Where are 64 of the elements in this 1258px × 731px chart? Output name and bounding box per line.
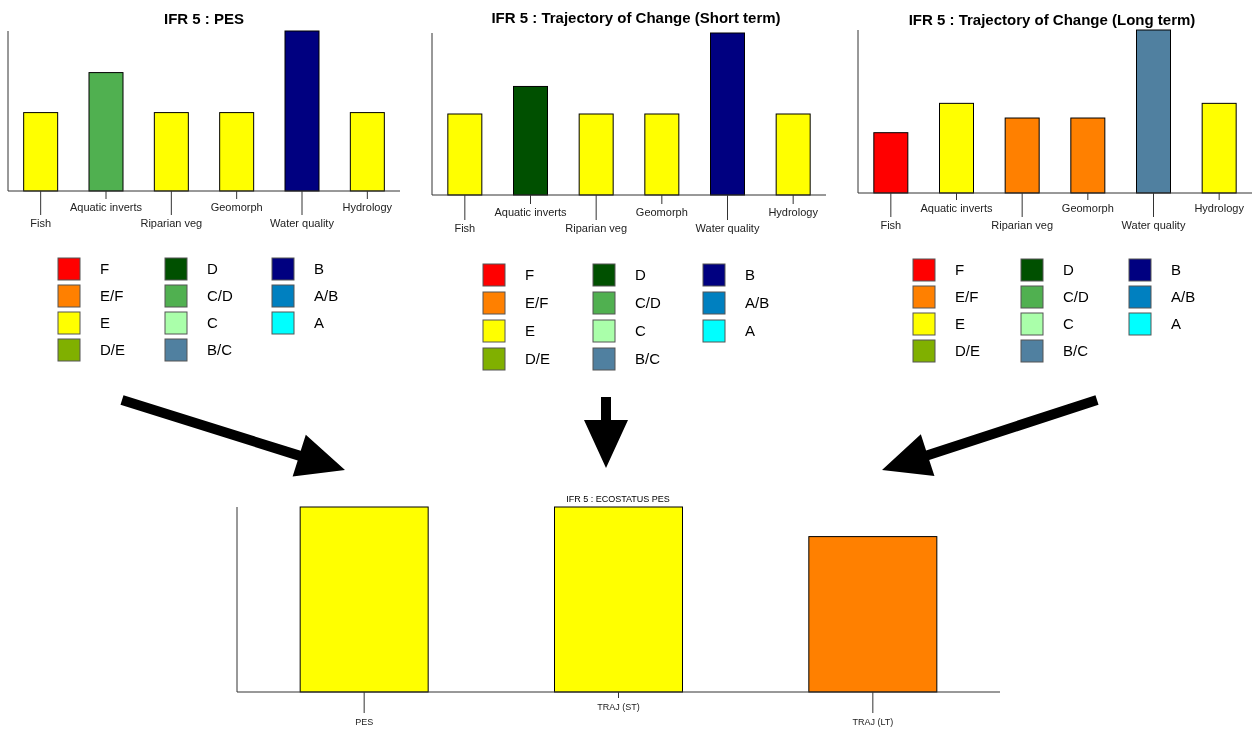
x-tick-label: Water quality — [695, 222, 760, 234]
legend-label: C/D — [635, 294, 661, 311]
x-tick-label: Fish — [454, 222, 476, 234]
x-tick-label: Water quality — [270, 217, 335, 229]
legend-label: A — [1171, 315, 1182, 332]
legend-label: D — [635, 266, 646, 283]
legend-label: D — [207, 260, 218, 277]
bar — [939, 102, 974, 194]
legend-label: B/C — [1063, 342, 1089, 359]
chart-title: IFR 5 : Trajectory of Change (Short term) — [491, 9, 781, 26]
legend-label: D — [1063, 261, 1074, 278]
legend-label: B/C — [207, 341, 233, 358]
x-tick-label: Riparian veg — [991, 219, 1054, 231]
legend-label: C/D — [1063, 288, 1089, 305]
x-tick-label: Fish — [30, 217, 52, 229]
x-tick-label: TRAJ (ST) — [597, 702, 640, 712]
legend-label: C — [1063, 315, 1074, 332]
legend-label: E — [525, 322, 536, 339]
legend-label: C — [635, 322, 646, 339]
legend-label: E — [100, 314, 111, 331]
chart-title: IFR 5 : Trajectory of Change (Long term) — [908, 11, 1196, 28]
x-tick-label: Fish — [880, 219, 902, 231]
x-tick-label: Geomorph — [210, 201, 263, 213]
bar — [1070, 117, 1106, 194]
x-tick-label: TRAJ (LT) — [852, 717, 894, 727]
x-tick-label: Hydrology — [768, 206, 819, 218]
legend-label: B — [1171, 261, 1182, 278]
x-tick-label: Riparian veg — [140, 217, 203, 229]
chart-title: IFR 5 : ECOSTATUS PES — [566, 494, 670, 504]
x-tick-label: Aquatic inverts — [69, 201, 143, 213]
x-tick-label: PES — [355, 717, 374, 727]
x-tick-label: Aquatic inverts — [920, 202, 994, 214]
x-tick-label: Hydrology — [342, 201, 393, 213]
legend-label: C/D — [207, 287, 233, 304]
legend-label: B — [314, 260, 325, 277]
bar — [873, 132, 909, 194]
legend-label: A — [745, 322, 756, 339]
x-tick-label: Aquatic inverts — [494, 206, 568, 218]
legend-label: A/B — [1171, 288, 1196, 305]
bar — [1004, 117, 1040, 194]
legend-label: C — [207, 314, 218, 331]
legend-label: E/F — [525, 294, 549, 311]
legend-label: F — [955, 261, 965, 278]
legend-label: A/B — [314, 287, 339, 304]
bar — [1201, 102, 1237, 194]
legend-label: A — [314, 314, 325, 331]
legend-label: F — [525, 266, 535, 283]
x-tick-label: Water quality — [1121, 219, 1186, 231]
legend-label: B/C — [635, 350, 661, 367]
legend-label: B — [745, 266, 756, 283]
legend-label: E — [955, 315, 966, 332]
x-tick-label: Geomorph — [635, 206, 688, 218]
bar — [1136, 29, 1171, 194]
chart-title: IFR 5 : PES — [163, 10, 245, 27]
legend-label: E/F — [955, 288, 979, 305]
legend-label: E/F — [100, 287, 124, 304]
legend-label: F — [100, 260, 110, 277]
legend-label: D/E — [100, 341, 126, 358]
legend-label: D/E — [525, 350, 551, 367]
legend-label: A/B — [745, 294, 770, 311]
x-tick-label: Riparian veg — [565, 222, 628, 234]
legend-label: D/E — [955, 342, 981, 359]
x-tick-label: Hydrology — [1194, 202, 1245, 214]
x-tick-label: Geomorph — [1061, 202, 1114, 214]
